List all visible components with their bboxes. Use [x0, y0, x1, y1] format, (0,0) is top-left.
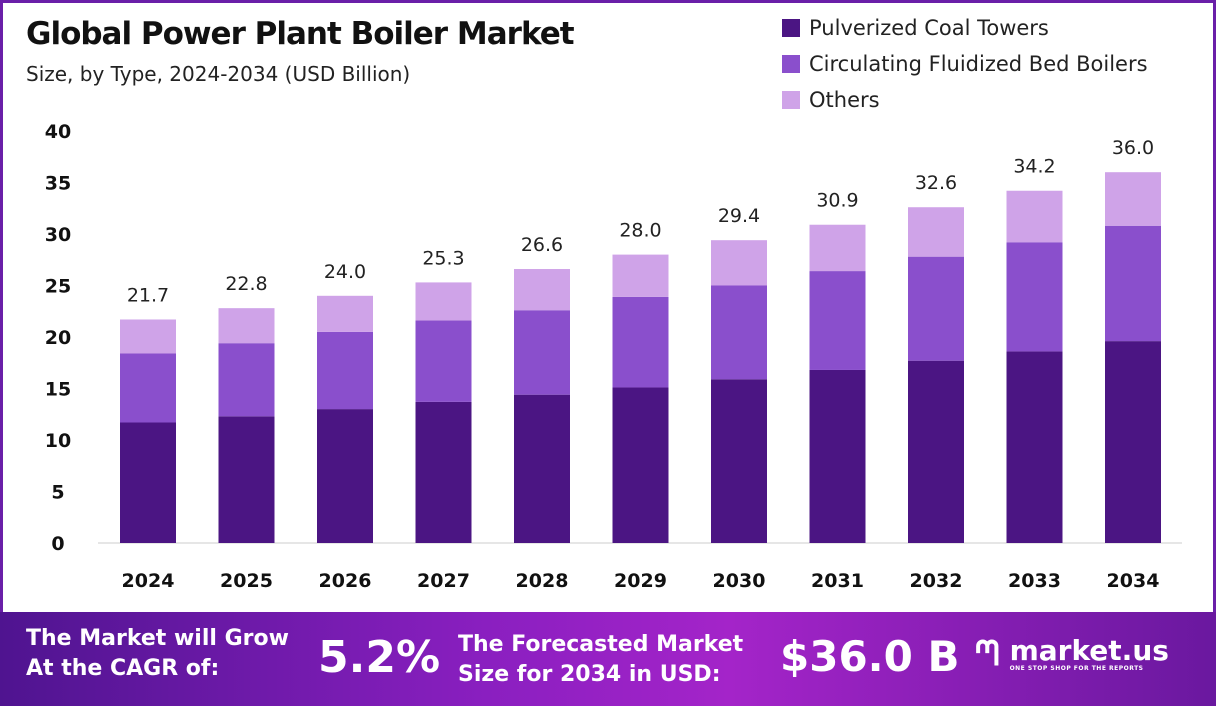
bar-segment-cfb [1006, 242, 1063, 352]
x-tick-label: 2032 [910, 570, 963, 592]
legend-item-cfb: Circulating Fluidized Bed Boilers [782, 46, 1148, 82]
bar-segment-others [711, 240, 767, 286]
x-tick-label: 2030 [713, 570, 766, 592]
forecast-label-line2: Size for 2034 in USD: [458, 662, 721, 687]
chart-title: Global Power Plant Boiler Market [26, 16, 575, 52]
y-tick-label: 20 [45, 327, 71, 349]
y-tick-label: 5 [51, 482, 64, 504]
bar-segment-others [514, 269, 570, 311]
market-us-logo: ᘉ market.us ONE STOP SHOP FOR THE REPORTS [975, 634, 1169, 674]
y-tick-label: 30 [45, 224, 71, 246]
bar-segment-others [218, 308, 275, 344]
total-data-label: 30.9 [816, 190, 858, 212]
y-tick-label: 35 [45, 173, 71, 195]
x-tick-label: 2028 [516, 570, 569, 592]
bar-segment-cfb [1105, 225, 1161, 342]
bar-segment-others [1006, 190, 1063, 243]
y-tick-label: 10 [45, 430, 71, 452]
bar-segment-cfb [120, 353, 176, 423]
bar-segment-cfb [317, 331, 373, 410]
x-tick-label: 2031 [811, 570, 864, 592]
total-data-label: 25.3 [422, 247, 464, 269]
bar-segment-others [809, 224, 866, 272]
bar-segment-others [317, 295, 373, 332]
bar-segment-cfb [711, 285, 767, 380]
bar-segment-coal [809, 369, 866, 543]
bar-segment-others [1105, 172, 1161, 226]
x-tick-label: 2024 [122, 570, 175, 592]
x-tick-label: 2027 [417, 570, 470, 592]
bar-chart: 051015202530354021.7202422.8202524.02026… [45, 121, 1182, 592]
bar-segment-coal [218, 416, 275, 543]
bar-segment-coal [1105, 341, 1161, 543]
y-tick-label: 0 [51, 533, 64, 555]
legend-swatch [782, 55, 800, 73]
total-data-label: 29.4 [718, 205, 760, 227]
bar-segment-cfb [908, 256, 964, 361]
cagr-label-line2: At the CAGR of: [26, 656, 220, 681]
x-tick-label: 2025 [220, 570, 273, 592]
bar-segment-others [120, 319, 176, 354]
bar-segment-coal [908, 360, 964, 543]
legend-label: Pulverized Coal Towers [809, 16, 1049, 40]
bar-segment-cfb [218, 343, 275, 417]
footer-banner: The Market will Grow At the CAGR of: 5.2%… [0, 612, 1216, 706]
forecast-label: The Forecasted Market Size for 2034 in US… [458, 630, 743, 690]
cagr-value: 5.2% [318, 632, 441, 683]
legend-item-coal: Pulverized Coal Towers [782, 10, 1148, 46]
bar-segment-coal [711, 379, 767, 543]
cagr-label-line1: The Market will Grow [26, 626, 289, 651]
bar-segment-coal [415, 401, 472, 543]
total-data-label: 26.6 [521, 234, 563, 256]
total-data-label: 32.6 [915, 172, 957, 194]
y-tick-label: 25 [45, 276, 71, 298]
x-tick-label: 2029 [614, 570, 667, 592]
legend-swatch [782, 19, 800, 37]
bar-segment-coal [514, 394, 570, 543]
total-data-label: 34.2 [1013, 156, 1055, 178]
forecast-value: $36.0 B [780, 632, 960, 681]
bar-segment-others [415, 282, 472, 321]
y-tick-label: 40 [45, 121, 71, 143]
x-tick-label: 2033 [1008, 570, 1061, 592]
total-data-label: 22.8 [225, 273, 267, 295]
legend-swatch [782, 91, 800, 109]
legend-label: Circulating Fluidized Bed Boilers [809, 52, 1148, 76]
bar-segment-coal [317, 409, 373, 543]
chart-subtitle: Size, by Type, 2024-2034 (USD Billion) [26, 62, 411, 86]
cagr-label: The Market will Grow At the CAGR of: [26, 624, 289, 684]
x-tick-label: 2026 [319, 570, 372, 592]
bar-segment-cfb [514, 310, 570, 395]
bar-segment-cfb [415, 320, 472, 402]
bar-segment-coal [1006, 351, 1063, 543]
total-data-label: 24.0 [324, 261, 366, 283]
logo-text: market.us [1009, 633, 1169, 667]
bar-segment-cfb [809, 271, 866, 370]
x-tick-label: 2034 [1107, 570, 1160, 592]
total-data-label: 21.7 [127, 284, 169, 306]
y-tick-label: 15 [45, 379, 71, 401]
bar-segment-others [908, 207, 964, 257]
logo-tagline: ONE STOP SHOP FOR THE REPORTS [1009, 664, 1144, 672]
legend-label: Others [809, 88, 880, 112]
total-data-label: 36.0 [1112, 137, 1154, 159]
bar-segment-coal [612, 387, 669, 543]
forecast-label-line1: The Forecasted Market [458, 632, 744, 657]
total-data-label: 28.0 [619, 220, 661, 242]
bar-segment-coal [120, 422, 176, 543]
logo-icon: ᘉ [975, 634, 1000, 674]
bar-segment-others [612, 254, 669, 297]
legend-item-others: Others [782, 82, 1148, 118]
bar-segment-cfb [612, 296, 669, 388]
legend: Pulverized Coal Towers Circulating Fluid… [782, 10, 1148, 118]
